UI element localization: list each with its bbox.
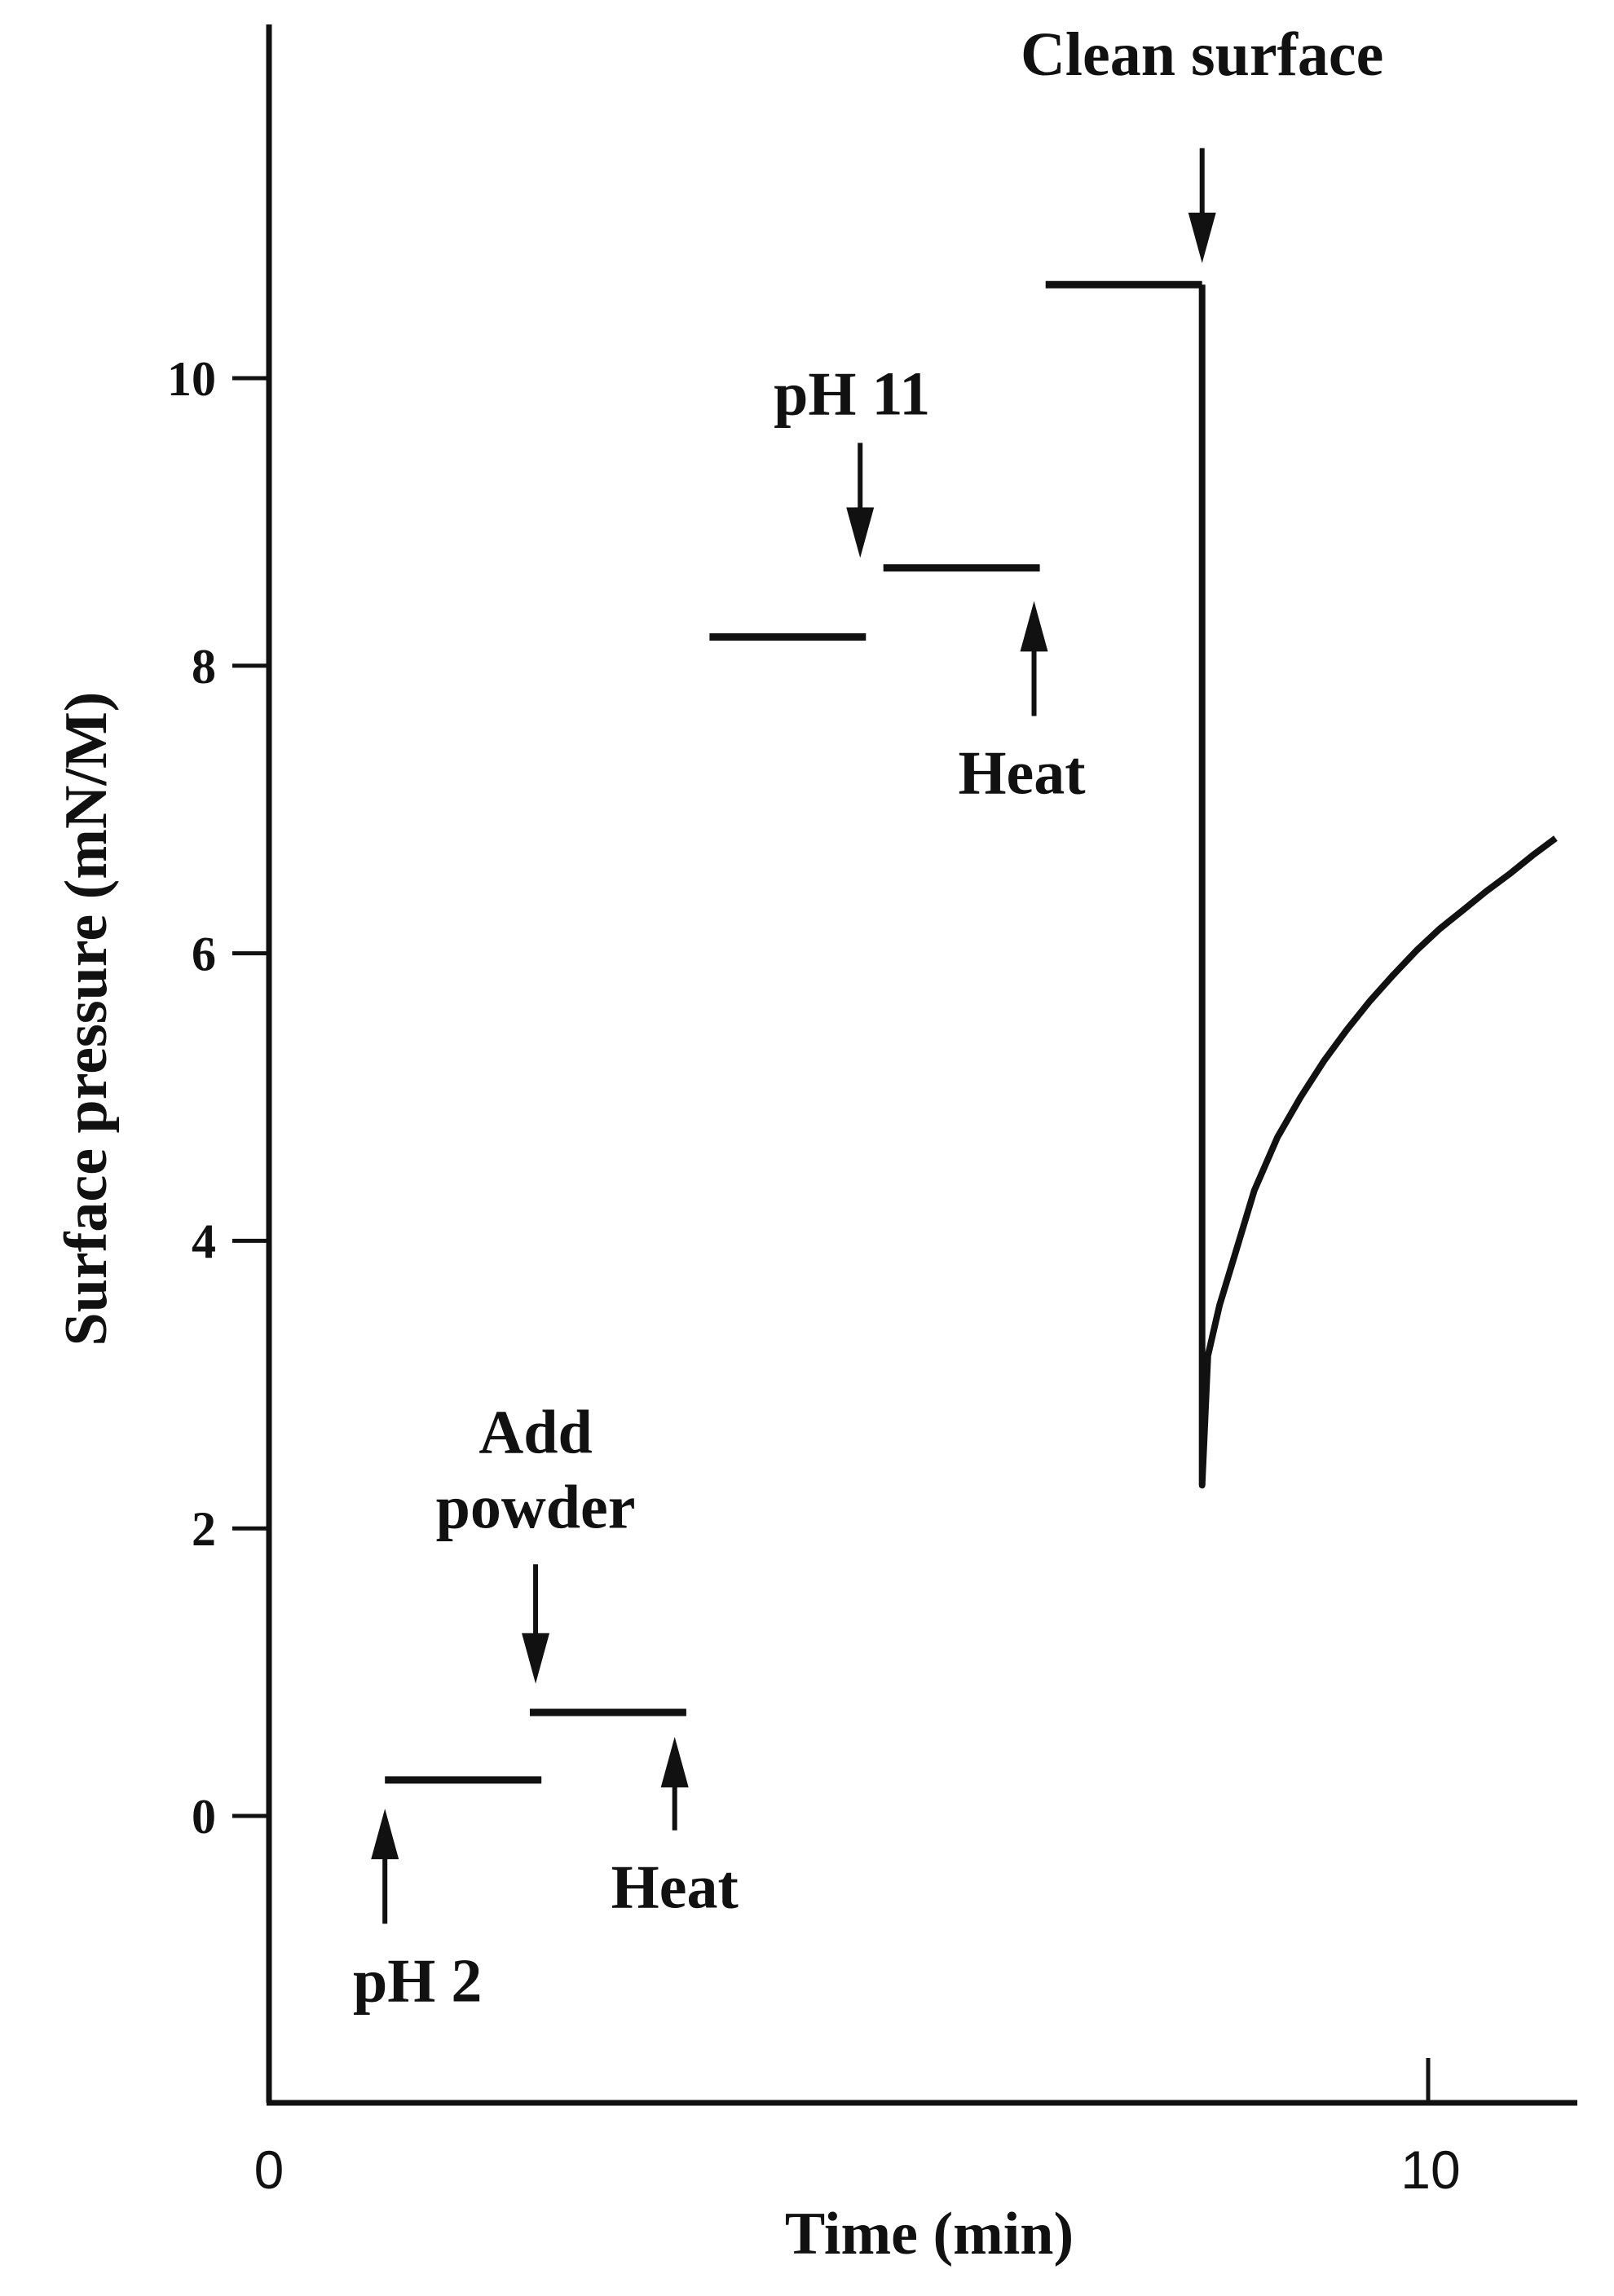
y-axis-title: Surface pressure (mN/M) bbox=[53, 692, 120, 1346]
arrow-up-icon bbox=[371, 1809, 399, 1860]
x-tick-label: 10 bbox=[1400, 2140, 1460, 2200]
x-tick-label: 0 bbox=[254, 2140, 284, 2200]
annotation-label: Clean surface bbox=[1021, 20, 1383, 89]
annotation-label: Heat bbox=[611, 1853, 739, 1922]
y-tick-label: 0 bbox=[192, 1790, 216, 1844]
axes bbox=[266, 24, 1577, 2106]
x-ticks: 0 10 bbox=[254, 2058, 1461, 2200]
arrow-down-icon bbox=[522, 1633, 550, 1684]
arrow-down-icon bbox=[846, 507, 875, 558]
annotation-label: powder bbox=[436, 1473, 636, 1541]
annotation-label: pH 11 bbox=[774, 359, 930, 428]
annotation: pH 11 bbox=[774, 359, 930, 558]
annotation-label: pH 2 bbox=[353, 1946, 482, 2015]
y-tick-label: 4 bbox=[192, 1214, 216, 1268]
annotation: Heat bbox=[958, 601, 1086, 808]
y-tick-label: 8 bbox=[192, 640, 216, 694]
y-tick-label: 10 bbox=[167, 352, 216, 406]
y-tick-label: 2 bbox=[192, 1502, 216, 1556]
arrow-up-icon bbox=[1020, 601, 1048, 652]
annotation: Add powder bbox=[436, 1398, 636, 1684]
arrow-down-icon bbox=[1188, 212, 1216, 263]
annotation: Heat bbox=[611, 1736, 739, 1922]
recovery-curve bbox=[1198, 284, 1558, 1489]
annotation: pH 2 bbox=[353, 1809, 482, 2015]
y-tick-label: 6 bbox=[192, 928, 216, 981]
annotation-label: Heat bbox=[958, 739, 1085, 808]
annotation-label: Add bbox=[478, 1398, 592, 1466]
annotations: pH 2 Add powder Heat pH 11 Heat Clean surface bbox=[353, 20, 1383, 2016]
annotation: Clean surface bbox=[1021, 20, 1383, 263]
arrow-up-icon bbox=[660, 1736, 689, 1787]
y-ticks: 0 2 4 6 8 10 bbox=[167, 352, 269, 1844]
x-axis-title: Time (min) bbox=[785, 2201, 1074, 2267]
series-layer bbox=[385, 280, 1558, 1784]
